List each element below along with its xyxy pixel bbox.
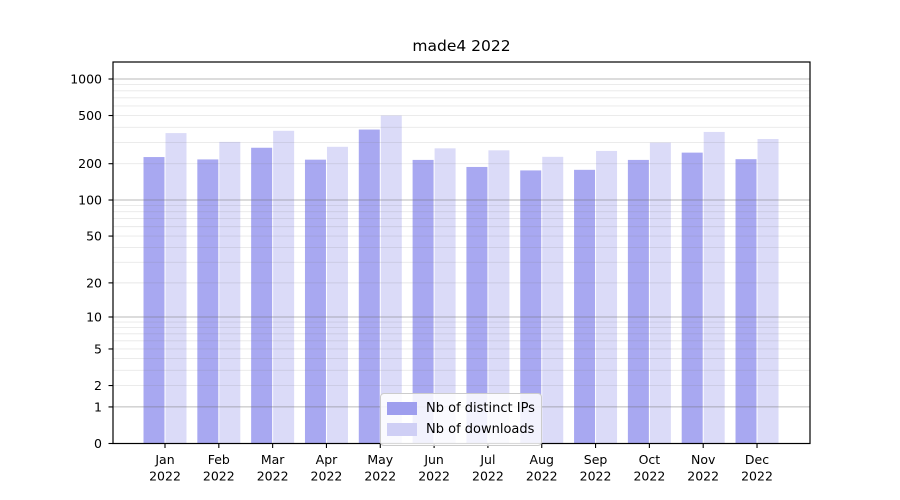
bar-aug-ips	[520, 170, 542, 444]
legend-swatch-distinct-ips	[387, 402, 417, 415]
x-tick-label-year: 2022	[203, 469, 235, 484]
legend: Nb of distinct IPs Nb of downloads	[380, 393, 542, 446]
x-tick-label-year: 2022	[472, 469, 504, 484]
bar-jun-ips	[412, 159, 434, 444]
x-tick-label-month: Apr	[316, 452, 338, 467]
chart-title: made4 2022	[412, 37, 511, 55]
bar-may-downloads	[380, 115, 402, 444]
bar-sep-downloads	[596, 150, 618, 444]
y-tick-label: 1	[94, 399, 102, 414]
bar-jul-ips	[466, 166, 488, 444]
x-tick-label-year: 2022	[687, 469, 719, 484]
bar-mar-ips	[251, 147, 273, 444]
x-tick-label-year: 2022	[149, 469, 181, 484]
bar-sep-ips	[574, 169, 596, 444]
x-tick-label-year: 2022	[257, 469, 289, 484]
x-tick-label-month: Jul	[479, 452, 495, 467]
bar-jul-downloads	[488, 150, 510, 444]
x-tick-label-month: Feb	[208, 452, 230, 467]
bar-feb-ips	[197, 159, 219, 444]
x-tick-label-year: 2022	[526, 469, 558, 484]
legend-item-downloads: Nb of downloads	[387, 419, 539, 440]
y-tick-label: 10	[86, 309, 102, 324]
bar-nov-downloads	[703, 131, 725, 444]
bar-dec-ips	[735, 159, 757, 444]
bar-may-ips	[358, 129, 380, 444]
bar-nov-ips	[681, 152, 703, 444]
y-tick-label: 500	[78, 108, 102, 123]
bar-dec-downloads	[757, 139, 779, 444]
bar-apr-ips	[304, 159, 326, 444]
y-tick-label: 2	[94, 378, 102, 393]
x-tick-label-year: 2022	[364, 469, 396, 484]
bar-jan-downloads	[165, 133, 187, 444]
x-tick-label-month: Aug	[530, 452, 554, 467]
x-tick-label-month: Sep	[584, 452, 608, 467]
bar-oct-ips	[627, 159, 649, 444]
x-tick-label-month: Mar	[261, 452, 285, 467]
bar-jan-ips	[143, 157, 165, 444]
bar-oct-downloads	[649, 142, 671, 444]
bar-feb-downloads	[219, 141, 241, 444]
x-tick-label-month: Jan	[154, 452, 174, 467]
bar-jun-downloads	[434, 148, 456, 444]
legend-item-distinct-ips: Nb of distinct IPs	[387, 398, 539, 419]
legend-label-distinct-ips: Nb of distinct IPs	[426, 401, 535, 416]
x-tick-label-month: May	[367, 452, 393, 467]
x-tick-label-year: 2022	[633, 469, 665, 484]
bar-aug-downloads	[542, 156, 564, 444]
y-tick-label: 1000	[70, 71, 102, 86]
x-tick-label-year: 2022	[311, 469, 343, 484]
bar-apr-downloads	[326, 146, 348, 444]
bar-mar-downloads	[273, 130, 295, 444]
x-tick-label-year: 2022	[418, 469, 450, 484]
y-tick-label: 200	[78, 156, 102, 171]
x-tick-label-year: 2022	[580, 469, 612, 484]
x-tick-label-month: Jun	[423, 452, 444, 467]
y-tick-label: 0	[94, 436, 102, 451]
x-tick-label-month: Oct	[639, 452, 661, 467]
legend-swatch-downloads	[387, 423, 417, 436]
x-tick-label-year: 2022	[741, 469, 773, 484]
y-tick-label: 20	[86, 275, 102, 290]
y-tick-label: 5	[94, 341, 102, 356]
legend-label-downloads: Nb of downloads	[426, 422, 535, 437]
x-tick-label-month: Nov	[691, 452, 716, 467]
x-tick-label-month: Dec	[745, 452, 769, 467]
y-tick-label: 100	[78, 192, 102, 207]
y-tick-label: 50	[86, 228, 102, 243]
